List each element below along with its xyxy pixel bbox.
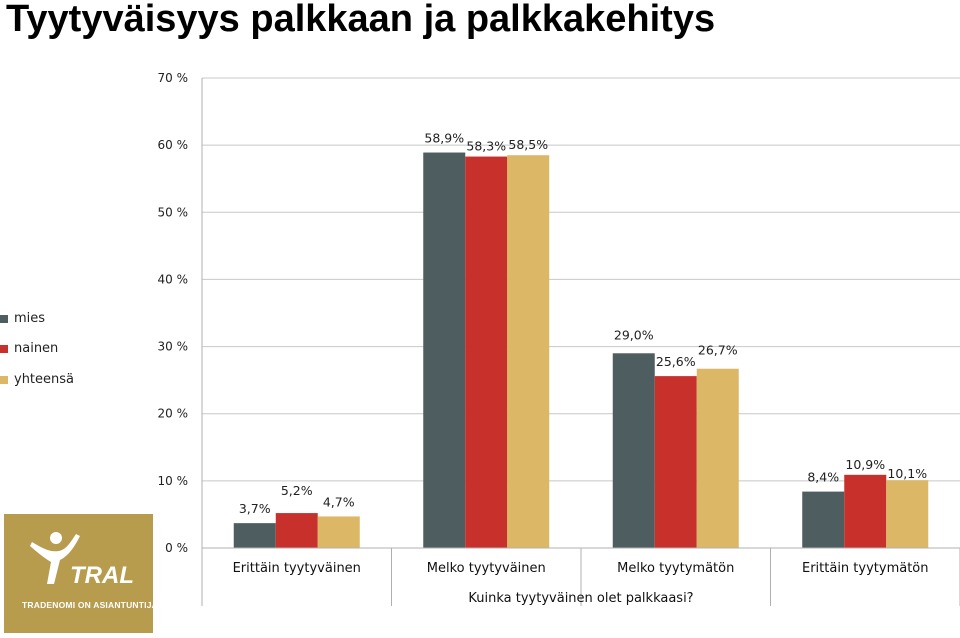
data-label-yhteensä-0: 4,7% [323,494,355,509]
x-axis-title: Kuinka tyytyväinen olet palkkaasi? [468,591,693,606]
y-tick-label: 40 % [158,272,189,286]
bar-mies-0 [233,523,276,548]
y-tick-label: 0 % [165,541,188,555]
bar-nainen-1 [465,156,508,549]
data-label-yhteensä-1: 58,5% [508,137,548,152]
data-label-nainen-2: 25,6% [656,354,696,369]
legend-swatch-yhteensa [0,376,8,384]
legend-swatch-nainen [0,345,8,353]
legend-label-nainen: nainen [14,341,59,356]
y-axis-ticks: 0 % 10 % 20 % 30 % 40 % 50 % 60 % 70 % [158,71,189,555]
data-labels: 3,7% 5,2% 4,7% 58,9%58,3% 58,5% 29,0%25,6%26,… [239,131,927,517]
bar-mies-2 [612,353,655,548]
tral-logo: TRAL TRADENOMI ON ASIANTUNTIJA. [4,514,160,633]
x-axis: Erittäin tyytyväinen Melko tyytyväinen Mel… [201,547,960,606]
logo-tagline: TRADENOMI ON ASIANTUNTIJA. [22,600,161,610]
y-tick-label: 10 % [158,474,189,488]
data-label-mies-1: 58,9% [424,131,464,146]
data-label-mies-2: 29,0% [614,327,654,342]
y-tick-label: 50 % [158,205,189,219]
legend-label-yhteensa: yhteensä [14,372,75,387]
bar-nainen-2 [654,376,697,548]
data-label-yhteensä-3: 10,1% [887,466,927,481]
y-tick-label: 20 % [158,407,189,421]
x-tick-label: Melko tyytyväinen [427,561,546,576]
x-tick-label: Erittäin tyytyväinen [233,561,361,576]
y-tick-label: 30 % [158,340,189,354]
data-label-mies-0: 3,7% [239,501,271,516]
y-tick-label: 60 % [158,138,189,152]
bar-mies-1 [423,152,466,548]
x-tick-label: Melko tyytymätön [617,561,734,576]
tral-figure-icon [30,532,80,584]
bar-yhteensä-2 [696,368,739,548]
bar-nainen-3 [844,474,887,548]
bar-yhteensä-1 [507,155,550,548]
data-label-nainen-1: 58,3% [466,139,506,154]
data-label-nainen-3: 10,9% [845,457,885,472]
bars [233,152,929,549]
bar-yhteensä-0 [317,516,360,548]
logo-wordmark: TRAL [70,562,134,589]
bar-mies-3 [802,491,845,548]
data-label-yhteensä-2: 26,7% [698,343,738,358]
y-tick-label: 70 % [158,71,189,85]
chart-title: Tyytyväisyys palkkaan ja palkkakehitys [6,0,716,40]
data-label-mies-3: 8,4% [807,470,839,485]
x-tick-label: Erittäin tyytymätön [802,561,929,576]
legend-label-mies: mies [14,311,46,326]
bar-yhteensä-3 [886,480,929,548]
bar-nainen-0 [275,513,318,548]
legend-swatch-mies [0,315,8,323]
data-label-nainen-0: 5,2% [281,483,313,498]
